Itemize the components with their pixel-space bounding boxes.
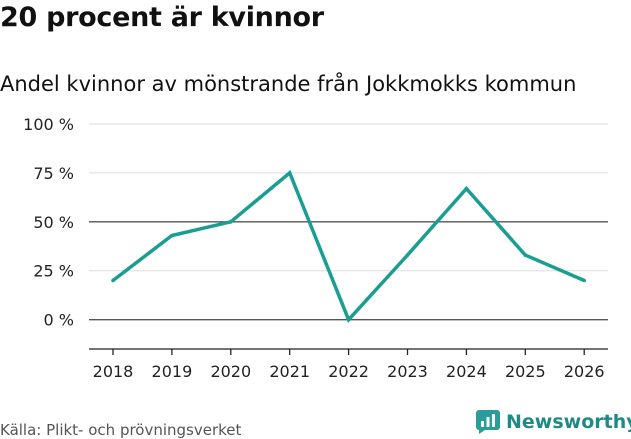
data-point bbox=[170, 233, 174, 238]
series-line bbox=[111, 170, 585, 323]
line-chart: 2018 2019 2020 2021 2022 2023 2024 2025 2026 0 %… bbox=[23, 115, 608, 381]
data-point bbox=[111, 278, 115, 283]
y-tick-label: 50 % bbox=[33, 213, 74, 232]
series-layer bbox=[111, 170, 586, 323]
y-tick-label: 25 % bbox=[33, 262, 74, 281]
data-point bbox=[523, 253, 528, 257]
data-point bbox=[287, 171, 292, 175]
x-tick-label: 2021 bbox=[269, 362, 310, 381]
x-tick-label: 2018 bbox=[93, 362, 134, 381]
brand-name: Newsworthy bbox=[506, 411, 631, 433]
data-point bbox=[582, 278, 586, 283]
x-tick-label: 2019 bbox=[152, 362, 193, 381]
x-axis: 2018 2019 2020 2021 2022 2023 2024 2025 2026 bbox=[89, 348, 608, 381]
chart-title: 20 procent är kvinnor bbox=[0, 2, 324, 33]
source-note: Källa: Plikt- och prövningsverket bbox=[0, 421, 242, 439]
newsworthy-chart-logo-icon bbox=[476, 410, 500, 434]
x-tick-label: 2026 bbox=[564, 362, 605, 381]
gridlines bbox=[89, 123, 608, 321]
brand-logo: Newsworthy bbox=[476, 409, 631, 435]
data-point bbox=[229, 220, 233, 224]
data-point bbox=[346, 317, 351, 322]
data-point bbox=[405, 253, 410, 257]
y-tick-label: 0 % bbox=[44, 311, 74, 330]
x-tick-label: 2023 bbox=[387, 362, 428, 381]
x-tick-label: 2024 bbox=[446, 362, 487, 381]
x-tick-label: 2020 bbox=[210, 362, 251, 381]
x-tick-label: 2022 bbox=[328, 362, 369, 381]
y-tick-label: 75 % bbox=[33, 164, 74, 183]
x-tick-label: 2025 bbox=[505, 362, 546, 381]
chart-subtitle: Andel kvinnor av mönstrande från Jokkmok… bbox=[0, 72, 577, 96]
y-tick-label: 100 % bbox=[23, 115, 74, 134]
data-point bbox=[464, 186, 469, 191]
y-axis-labels: 0 % 25 % 50 % 75 % 100 % bbox=[23, 115, 74, 330]
